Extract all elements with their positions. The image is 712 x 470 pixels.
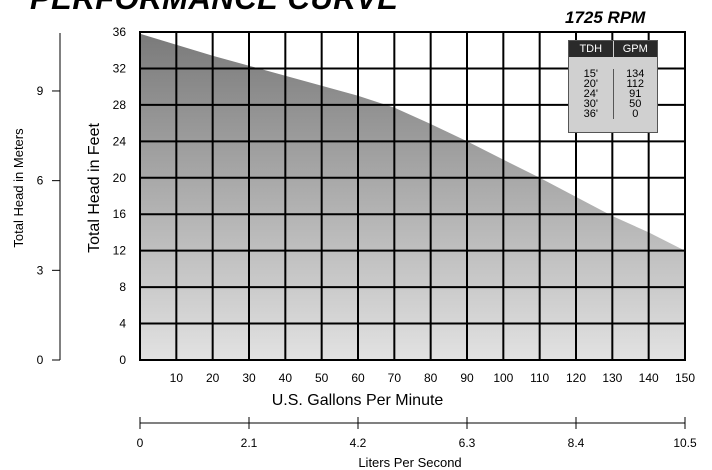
table-cell-gpm: 91: [629, 88, 642, 100]
table-header-tdh: TDH: [569, 41, 613, 57]
y-tick-label: 28: [113, 98, 127, 112]
liters-axis-title: Liters Per Second: [358, 455, 461, 470]
liters-tick-label: 6.3: [459, 436, 476, 450]
meters-tick-label: 6: [37, 174, 44, 188]
y-tick-label: 12: [113, 244, 127, 258]
table-cell-tdh: 15': [583, 68, 598, 80]
meters-tick-label: 9: [37, 84, 44, 98]
x-tick-label: 90: [460, 371, 474, 385]
table-cell-gpm: 0: [632, 108, 639, 120]
table-header-gpm: GPM: [612, 41, 657, 57]
performance-curve-area: [140, 33, 685, 361]
x-tick-label: 60: [351, 371, 365, 385]
y-tick-label: 20: [113, 171, 127, 185]
chart-title: PERFORMANCE CURVE: [30, 0, 398, 16]
x-tick-label: 130: [602, 371, 622, 385]
table-cell-tdh: 30': [583, 98, 598, 110]
table-cell-tdh: 20': [583, 78, 598, 90]
x-tick-label: 80: [424, 371, 438, 385]
x-tick-label: 110: [530, 371, 549, 385]
tdh-gpm-table: TDH GPM 15' 20' 24' 30' 36' 134 112 91 5…: [568, 40, 658, 133]
y-tick-label: 32: [113, 61, 127, 75]
meters-tick-label: 3: [37, 263, 44, 277]
liters-tick-label: 10.5: [673, 436, 697, 450]
table-cell-tdh: 36': [583, 108, 598, 120]
y-tick-label: 24: [113, 134, 127, 148]
y-tick-label: 16: [113, 207, 127, 221]
table-cell-tdh: 24': [583, 88, 598, 100]
x-tick-label: 140: [639, 371, 659, 385]
y-tick-label: 8: [119, 280, 126, 294]
y-tick-label: 36: [113, 25, 127, 39]
liters-tick-label: 4.2: [350, 436, 367, 450]
x-tick-label: 70: [388, 371, 402, 385]
y-tick-label: 0: [119, 353, 126, 367]
y-tick-label: 4: [119, 317, 126, 331]
x-axis-title: U.S. Gallons Per Minute: [272, 392, 444, 409]
gpm-column: 134 112 91 50 0: [612, 68, 658, 120]
meters-tick-label: 0: [37, 353, 44, 367]
x-tick-label: 150: [675, 371, 695, 385]
meters-axis-title: Total Head in Meters: [11, 128, 26, 248]
table-cell-gpm: 50: [629, 98, 642, 110]
x-tick-label: 50: [315, 371, 329, 385]
table-cell-gpm: 112: [626, 78, 645, 90]
table-cell-gpm: 134: [626, 68, 645, 80]
x-tick-label: 100: [493, 371, 513, 385]
liters-tick-label: 8.4: [568, 436, 585, 450]
liters-tick-label: 0: [137, 436, 144, 450]
y-axis-title: Total Head in Feet: [86, 123, 103, 253]
x-tick-label: 120: [566, 371, 586, 385]
x-tick-label: 20: [206, 371, 220, 385]
rpm-label: 1725 RPM: [565, 8, 646, 27]
tdh-column: 15' 20' 24' 30' 36': [569, 68, 613, 120]
x-tick-label: 30: [242, 371, 256, 385]
x-tick-label: 10: [170, 371, 184, 385]
x-tick-label: 40: [279, 371, 293, 385]
liters-tick-label: 2.1: [241, 436, 258, 450]
plot-frame: [139, 31, 686, 361]
